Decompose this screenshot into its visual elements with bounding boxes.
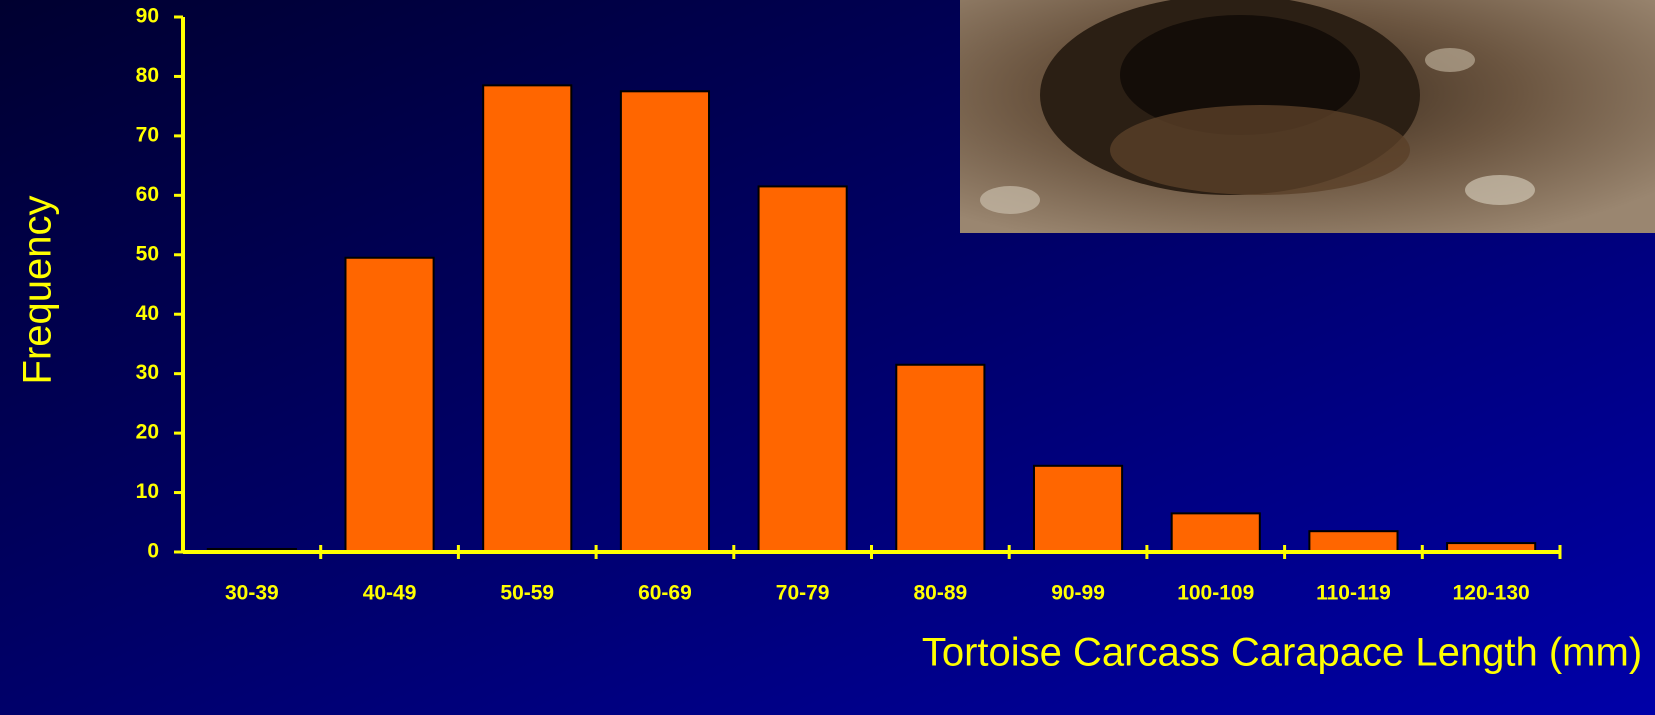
page: Tortoise Carcass Carapace Length (mm) Fr… xyxy=(0,0,1655,715)
bar xyxy=(896,365,984,552)
x-tick-label: 50-59 xyxy=(500,582,554,605)
y-tick-label: 50 xyxy=(136,242,159,265)
bar xyxy=(345,258,433,552)
y-tick-label: 30 xyxy=(136,361,159,384)
y-tick-label: 90 xyxy=(136,5,159,28)
y-tick-label: 10 xyxy=(136,480,159,503)
photo xyxy=(960,0,1655,233)
x-tick-label: 120-130 xyxy=(1453,582,1530,605)
y-axis-title: Frequency xyxy=(16,196,60,385)
bar xyxy=(621,91,709,552)
bar xyxy=(1034,466,1122,552)
x-tick-label: 70-79 xyxy=(776,582,830,605)
x-tick-label: 80-89 xyxy=(913,582,967,605)
y-tick-label: 0 xyxy=(147,540,159,563)
y-tick-label: 80 xyxy=(136,64,159,87)
chart: Tortoise Carcass Carapace Length (mm) Fr… xyxy=(0,0,1655,715)
bar xyxy=(483,85,571,552)
bar xyxy=(759,186,847,552)
y-tick-label: 40 xyxy=(136,302,159,325)
bar xyxy=(1172,513,1260,552)
x-tick-label: 60-69 xyxy=(638,582,692,605)
x-axis-title: Tortoise Carcass Carapace Length (mm) xyxy=(922,631,1642,675)
bar xyxy=(1309,531,1397,552)
y-tick-label: 20 xyxy=(136,421,159,444)
x-tick-label: 30-39 xyxy=(225,582,279,605)
y-tick-label: 70 xyxy=(136,123,159,146)
y-tick-label: 60 xyxy=(136,183,159,206)
x-tick-label: 110-119 xyxy=(1316,582,1391,605)
x-tick-label: 40-49 xyxy=(363,582,417,605)
x-tick-label: 90-99 xyxy=(1051,582,1105,605)
x-tick-label: 100-109 xyxy=(1177,582,1254,605)
